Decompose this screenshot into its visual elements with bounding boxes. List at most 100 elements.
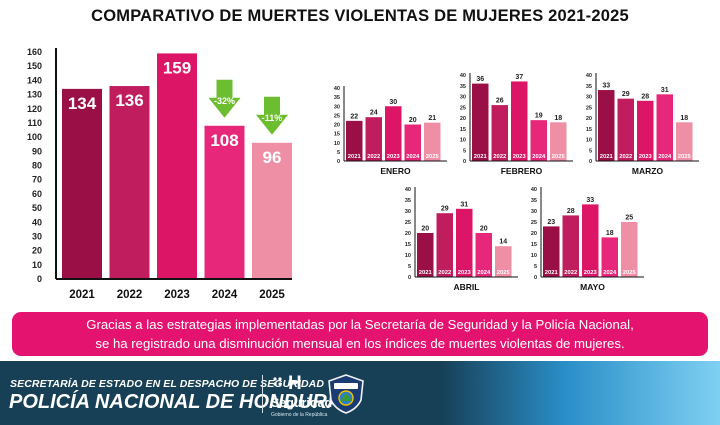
- chart-title: MARZO: [632, 166, 664, 176]
- y-tick-label: 35: [334, 95, 340, 101]
- y-tick-label: 40: [460, 73, 466, 79]
- x-tick-label: 2023: [387, 154, 401, 160]
- y-tick-label: 25: [586, 105, 592, 111]
- y-tick-label: 30: [405, 209, 411, 215]
- y-tick-label: 90: [32, 146, 42, 156]
- data-label: 19: [535, 113, 543, 120]
- y-tick-label: 20: [586, 116, 592, 122]
- y-tick-label: 5: [589, 148, 592, 154]
- x-tick-label: 2022: [619, 154, 632, 160]
- y-tick-label: 60: [32, 189, 42, 199]
- bar: [204, 125, 245, 280]
- y-tick-label: 5: [534, 264, 537, 270]
- data-label: 30: [389, 99, 397, 106]
- y-tick-label: 30: [460, 95, 466, 101]
- data-label: 20: [409, 117, 417, 124]
- x-tick-label: 2024: [212, 289, 238, 301]
- data-label: 33: [586, 197, 594, 204]
- data-label: 23: [547, 219, 555, 226]
- chart-title: ENERO: [380, 166, 411, 176]
- y-tick-label: 150: [27, 61, 42, 71]
- bar: [511, 81, 528, 161]
- seguridad-logo-icon: [273, 377, 282, 386]
- data-label: 28: [641, 93, 649, 100]
- data-label: 29: [441, 206, 449, 213]
- y-tick-label: 80: [32, 161, 42, 171]
- x-tick-label: 2025: [678, 154, 692, 160]
- bar: [62, 88, 102, 279]
- x-tick-label: 2023: [458, 270, 472, 276]
- bar: [676, 122, 693, 161]
- y-tick-label: 15: [586, 127, 592, 133]
- x-tick-label: 2025: [552, 154, 566, 160]
- y-tick-label: 40: [334, 86, 340, 92]
- bar: [637, 100, 654, 161]
- y-tick-label: 0: [37, 274, 42, 284]
- seguridad-logo-mark: H: [288, 373, 302, 394]
- y-tick-label: 0: [337, 159, 340, 165]
- bar: [456, 208, 473, 277]
- banner-line-1: Gracias a las estrategias implementadas …: [86, 317, 634, 332]
- y-tick-label: 30: [32, 231, 42, 241]
- data-label: 25: [625, 215, 633, 222]
- x-tick-label: 2023: [164, 289, 190, 301]
- x-tick-label: 2021: [545, 270, 559, 276]
- data-label: 108: [210, 131, 238, 150]
- bar: [621, 222, 638, 277]
- y-tick-label: 20: [405, 231, 411, 237]
- bar: [404, 124, 421, 161]
- data-label: 37: [515, 74, 523, 81]
- data-label: 28: [567, 208, 575, 215]
- x-tick-label: 2025: [623, 270, 637, 276]
- y-tick-label: 5: [337, 150, 340, 156]
- data-label: 36: [476, 76, 484, 83]
- footer-police-name: POLICÍA NACIONAL DE HONDURAS: [9, 391, 355, 413]
- y-tick-label: 140: [27, 75, 42, 85]
- data-label: 24: [370, 110, 378, 117]
- footer-ministry-name: SECRETARÍA DE ESTADO EN EL DESPACHO DE S…: [10, 378, 325, 390]
- x-tick-label: 2021: [600, 154, 614, 160]
- x-tick-label: 2022: [493, 154, 506, 160]
- data-label: 21: [428, 115, 436, 122]
- page-title: COMPARATIVO DE MUERTES VIOLENTAS DE MUJE…: [91, 7, 629, 25]
- chart-title: MAYO: [580, 282, 605, 292]
- x-tick-label: 2024: [532, 154, 546, 160]
- data-label: 18: [554, 115, 562, 122]
- x-tick-label: 2023: [513, 154, 527, 160]
- percent-change-label: -32%: [214, 96, 235, 106]
- x-tick-label: 2021: [69, 289, 95, 301]
- y-tick-label: 110: [27, 118, 42, 128]
- data-label: 18: [680, 115, 688, 122]
- banner-line-2: se ha registrado una disminución mensual…: [95, 336, 625, 351]
- data-label: 31: [460, 201, 468, 208]
- y-tick-label: 35: [405, 198, 411, 204]
- bar: [598, 90, 615, 161]
- seguridad-logo-subtitle: Gobierno de la República: [271, 412, 328, 418]
- y-tick-label: 0: [534, 275, 537, 281]
- bar: [491, 105, 508, 161]
- x-tick-label: 2024: [477, 270, 491, 276]
- bar: [550, 122, 567, 161]
- y-tick-label: 70: [32, 175, 42, 185]
- x-tick-label: 2024: [658, 154, 672, 160]
- data-label: 159: [163, 58, 191, 77]
- data-label: 20: [480, 226, 488, 233]
- percent-change-label: -11%: [262, 113, 283, 123]
- bar: [109, 86, 150, 279]
- y-tick-label: 15: [460, 127, 466, 133]
- y-tick-label: 30: [586, 95, 592, 101]
- bar: [562, 215, 579, 277]
- y-tick-label: 35: [531, 198, 537, 204]
- bar: [582, 204, 599, 277]
- chart-title: ABRIL: [454, 282, 480, 292]
- bar: [472, 83, 489, 161]
- y-tick-label: 5: [463, 148, 466, 154]
- data-label: 18: [606, 230, 614, 237]
- y-tick-label: 25: [334, 113, 340, 119]
- data-label: 20: [421, 226, 429, 233]
- data-label: 14: [499, 239, 507, 246]
- bar: [252, 142, 292, 279]
- y-tick-label: 40: [531, 187, 537, 193]
- y-tick-label: 0: [589, 159, 592, 165]
- chart-title: FEBRERO: [501, 166, 543, 176]
